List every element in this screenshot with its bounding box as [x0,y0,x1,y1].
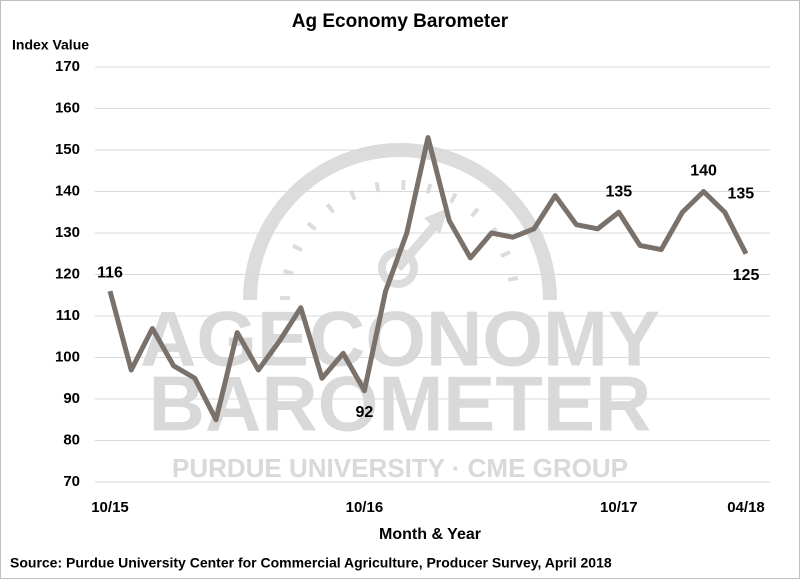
value-label: 92 [356,404,374,421]
x-axis-label: Month & Year [379,526,481,543]
watermark-text: PURDUE UNIVERSITY · CME GROUP [172,453,628,483]
x-tick-label: 04/18 [727,499,765,516]
x-tick-label: 10/15 [91,499,129,516]
value-label: 135 [727,185,754,202]
y-tick-label: 100 [55,348,80,365]
chart-title: Ag Economy Barometer [292,11,509,32]
value-label: 140 [690,163,717,180]
y-tick-label: 150 [55,141,80,158]
y-tick-label: 70 [63,473,80,490]
value-label: 135 [605,183,632,200]
y-tick-label: 170 [55,58,80,75]
value-label: 125 [733,267,760,284]
y-tick-label: 90 [63,390,80,407]
y-tick-label: 110 [56,307,80,324]
y-tick-label: 120 [55,265,80,282]
y-tick-label: 140 [55,182,80,199]
watermark-text: BAROMETER [149,360,652,448]
x-tick-label: 10/17 [600,499,638,516]
x-tick-label: 10/16 [346,499,384,516]
y-tick-label: 160 [55,99,80,116]
y-tick-label: 130 [55,224,80,241]
source-note: Source: Purdue University Center for Com… [10,555,612,571]
data-line [107,135,749,423]
y-axis-label: Index Value [12,37,89,53]
value-label: 116 [97,264,123,281]
y-tick-label: 80 [63,431,80,448]
